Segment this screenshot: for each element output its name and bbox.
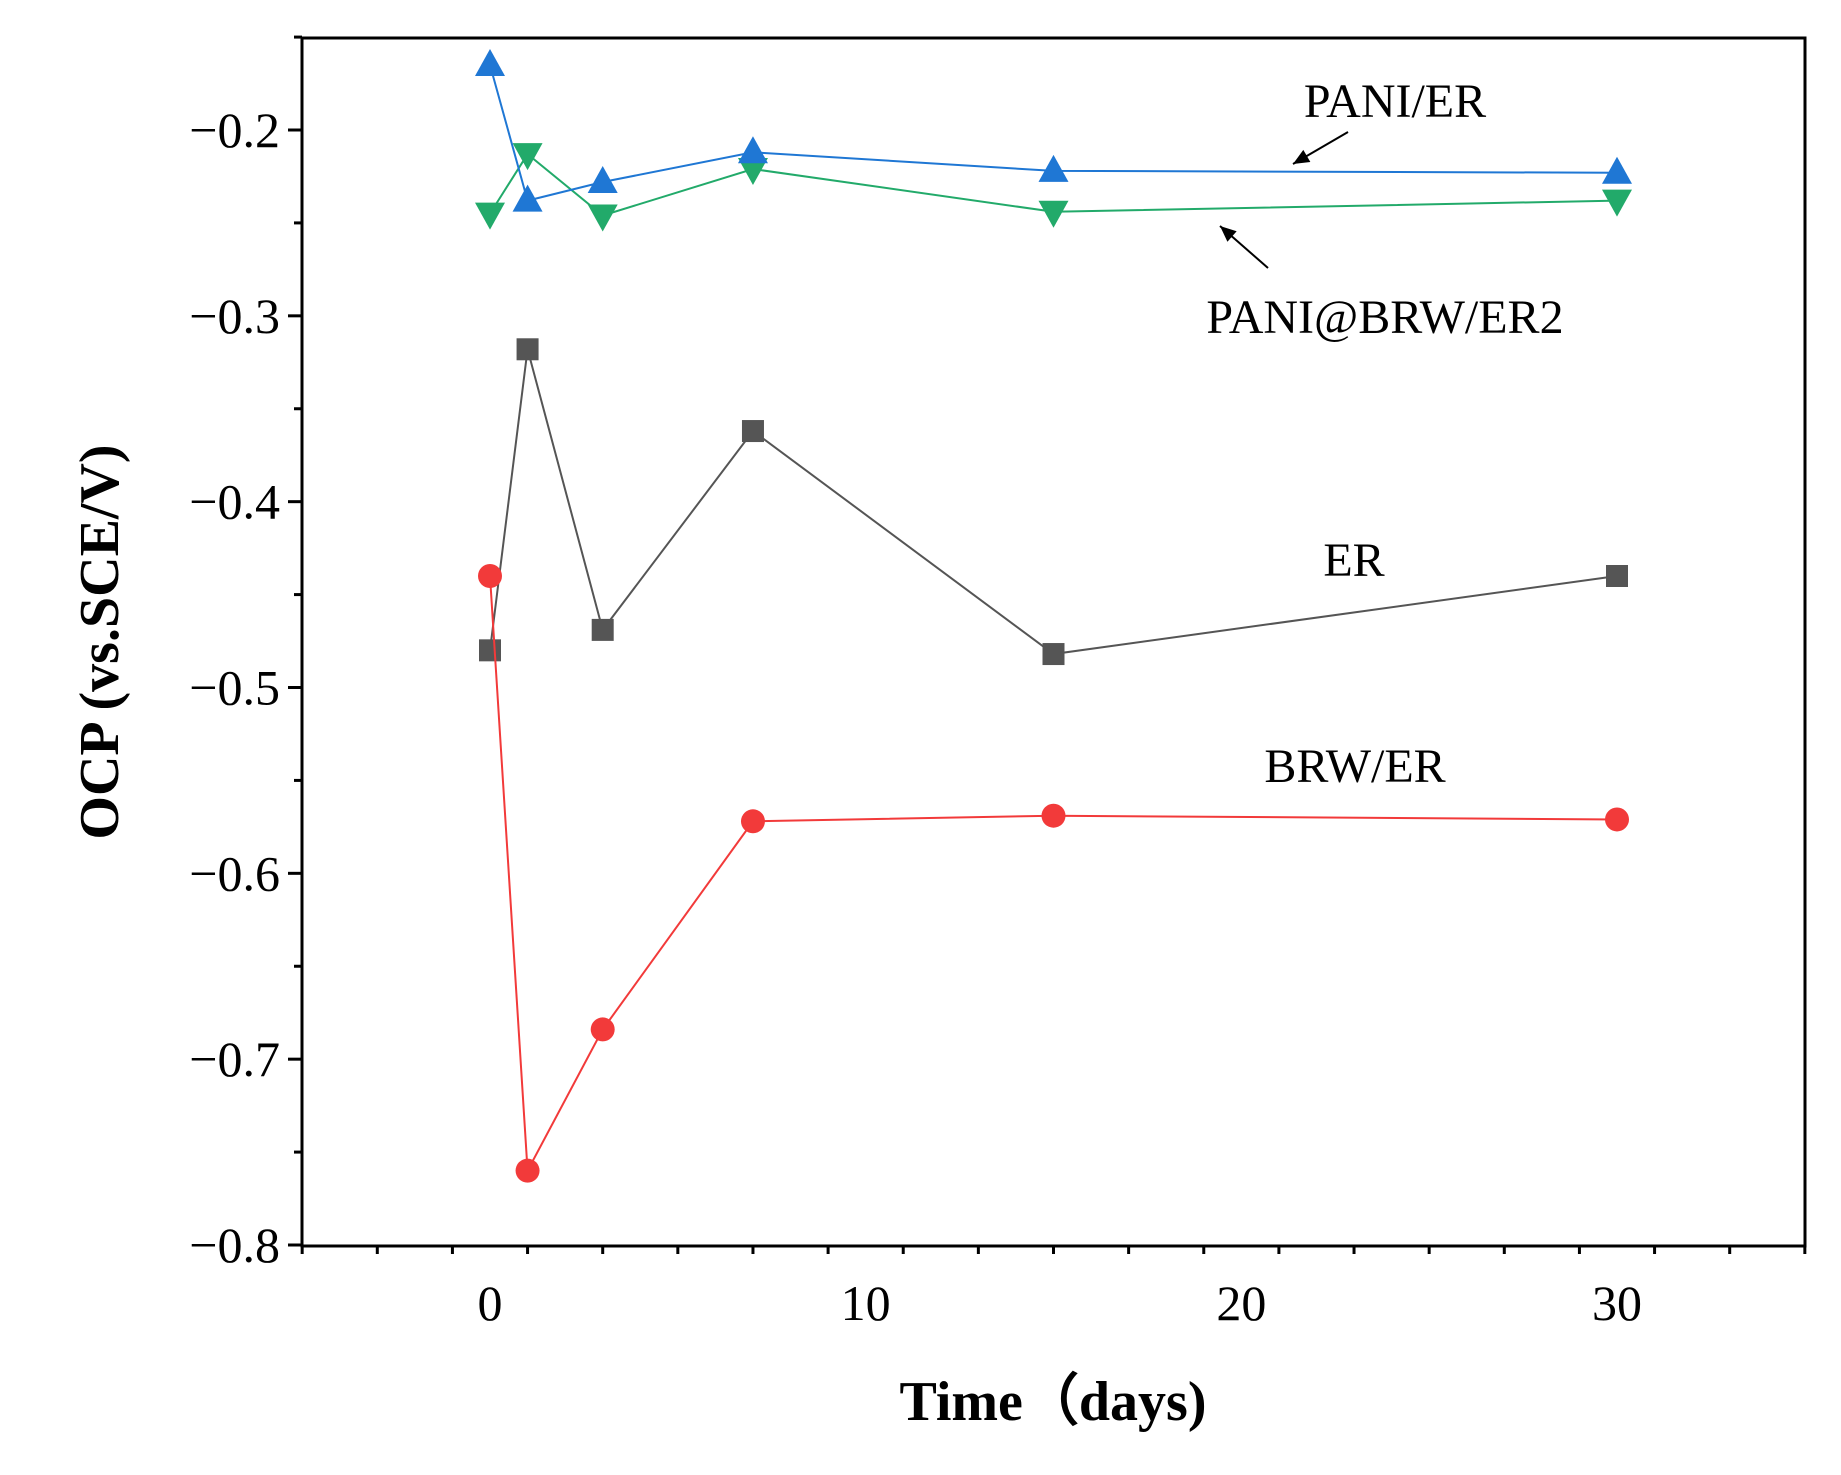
series-layer [475,48,1632,1183]
data-point-circle [1041,803,1066,828]
y-axis-title: OCP (vs.SCE/V) [69,444,131,839]
y-axis-ticks: −0.2 −0.3 −0.4 −0.5 −0.6 −0.7 −0.8 [189,35,302,1273]
data-point-circle [740,809,765,834]
data-point-triangle-up [475,48,505,76]
data-point-triangle-down [587,204,618,232]
data-point-circle [590,1017,615,1042]
series-pani-er [475,48,1632,212]
data-point-square [1606,565,1628,587]
x-axis-title: Time（days) [900,1370,1207,1433]
data-point-triangle-down [737,158,768,186]
series-label: PANI@BRW/ER2 [1206,291,1563,344]
data-point-square [741,420,764,443]
series-label: ER [1323,534,1384,587]
annotation-arrow-head [1220,226,1237,242]
data-point-triangle-up [737,136,768,164]
data-point-square [1042,643,1065,666]
annotation-arrow-head [1293,149,1311,164]
data-point-circle [478,564,502,588]
y-tick-label: −0.4 [189,474,280,530]
x-tick-label: 10 [841,1275,891,1331]
data-point-square [479,639,501,662]
x-tick-label: 20 [1216,1275,1266,1331]
data-point-triangle-up [1602,156,1632,184]
y-tick-label: −0.7 [189,1031,280,1087]
series-brw-er [478,564,1629,1183]
data-point-triangle-down [475,202,505,230]
series-line [489,349,1618,656]
data-point-triangle-down [512,143,543,171]
data-point-triangle-down [1038,200,1069,228]
x-tick-label: 0 [478,1275,503,1331]
data-point-triangle-up [1038,154,1069,182]
data-point-triangle-down [1602,189,1632,217]
y-tick-label: −0.2 [189,102,280,158]
data-point-circle [515,1158,540,1183]
series-pani-brw-er2 [475,143,1632,232]
data-point-square [591,618,614,641]
y-tick-label: −0.3 [189,288,280,344]
series-line [489,152,1618,217]
series-line [489,575,1618,1175]
series-label: BRW/ER [1264,740,1445,793]
annotation-layer: PANI/ER PANI@BRW/ER2 ER BRW/ER [1206,75,1563,793]
y-tick-label: −0.6 [189,845,280,901]
y-tick-label: −0.8 [189,1217,280,1273]
series-line [489,64,1618,202]
data-point-triangle-up [587,166,618,194]
x-axis-ticks: 0 10 20 30 [300,1246,1807,1331]
x-tick-label: 30 [1592,1275,1642,1331]
series-er [479,338,1628,666]
data-point-circle [1605,807,1629,832]
data-point-triangle-up [512,184,543,212]
y-tick-label: −0.5 [189,660,280,716]
data-point-square [516,338,539,361]
series-label: PANI/ER [1304,75,1486,128]
